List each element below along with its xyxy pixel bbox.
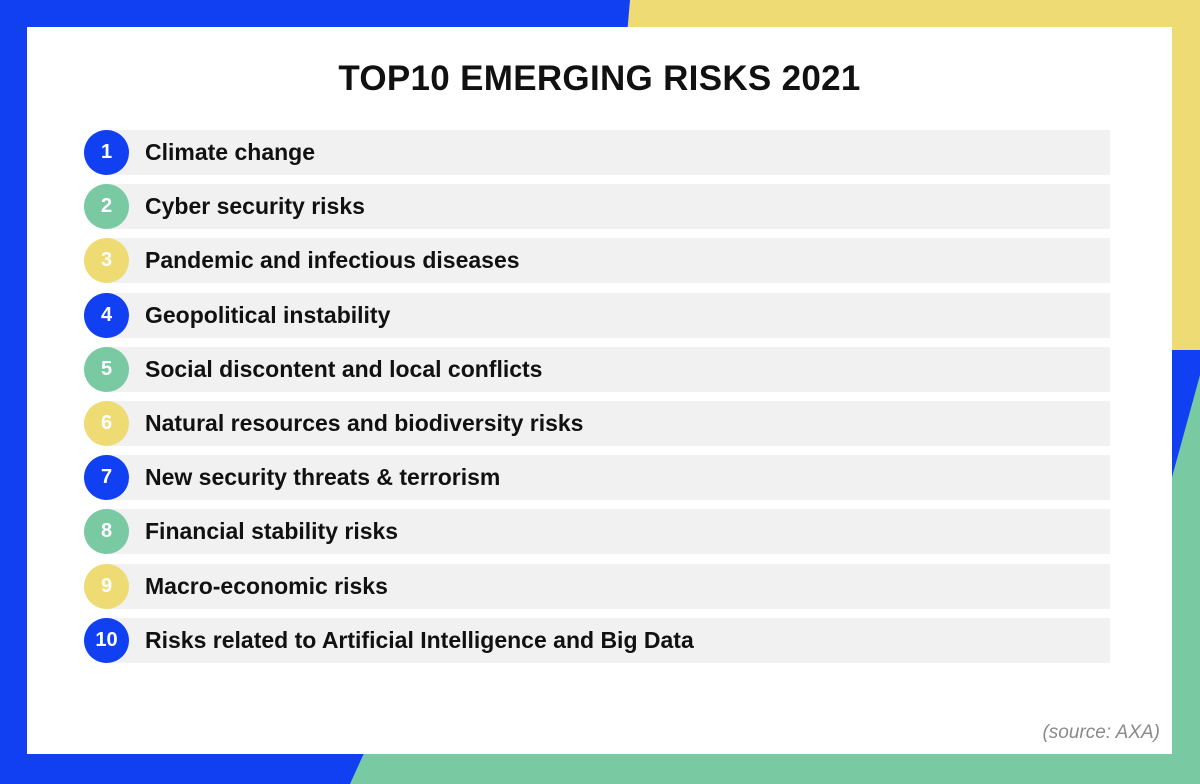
list-item: 4 Geopolitical instability: [84, 292, 1110, 338]
list-item: 2 Cyber security risks: [84, 184, 1110, 230]
list-item-label: Macro-economic risks: [145, 572, 388, 599]
list-item-bar: [106, 184, 1110, 230]
list-item: 7 New security threats & terrorism: [84, 455, 1110, 501]
list-item: 8 Financial stability risks: [84, 509, 1110, 555]
page-title: TOP10 EMERGING RISKS 2021: [338, 59, 861, 98]
list-item: 1 Climate change: [84, 130, 1110, 175]
list-item-label: New security threats & terrorism: [145, 464, 501, 491]
rank-badge: 6: [84, 400, 129, 446]
rank-badge: 9: [84, 563, 129, 609]
rank-badge: 1: [84, 130, 129, 175]
rank-badge: 10: [84, 617, 129, 663]
list-item-bar: [106, 400, 1110, 446]
rank-badge: 4: [84, 292, 129, 338]
list-item-bar: [106, 455, 1110, 501]
rank-badge: 7: [84, 455, 129, 501]
rank-badge: 5: [84, 346, 129, 392]
list-item-label: Cyber security risks: [145, 193, 365, 220]
list-item: 6 Natural resources and biodiversity risk…: [84, 400, 1110, 446]
source-note: (source: AXA): [1042, 722, 1160, 743]
list-item-bar: [106, 509, 1110, 555]
list-item-label: Geopolitical instability: [145, 301, 391, 328]
list-item-label: Risks related to Artificial Intelligence…: [145, 626, 694, 653]
list-item-bar: [106, 238, 1110, 284]
rank-badge: 3: [84, 238, 129, 284]
list-item-bar: [106, 346, 1110, 392]
list-item-label: Climate change: [145, 139, 315, 165]
risk-list: 1 Climate change 2 Cyber security risks 3 Pan…: [84, 130, 1110, 672]
list-item-label: Social discontent and local conflicts: [145, 355, 543, 382]
rank-badge: 2: [84, 184, 129, 230]
list-item: 9 Macro-economic risks: [84, 563, 1110, 609]
list-item-bar: [106, 130, 1110, 175]
list-item-label: Natural resources and biodiversity risks: [145, 409, 584, 436]
list-item: 3 Pandemic and infectious diseases: [84, 238, 1110, 284]
content-card: TOP10 EMERGING RISKS 2021 1 Climate chang…: [27, 27, 1172, 754]
list-item-label: Financial stability risks: [145, 518, 399, 545]
list-item: 5 Social discontent and local conflicts: [84, 346, 1110, 392]
list-item-label: Pandemic and infectious diseases: [145, 247, 520, 274]
list-item: 10 Risks related to Artificial Intelligen…: [84, 617, 1110, 663]
list-item-bar: [106, 563, 1110, 609]
rank-badge: 8: [84, 509, 129, 555]
list-item-bar: [106, 292, 1110, 338]
list-item-bar: [106, 617, 1110, 663]
